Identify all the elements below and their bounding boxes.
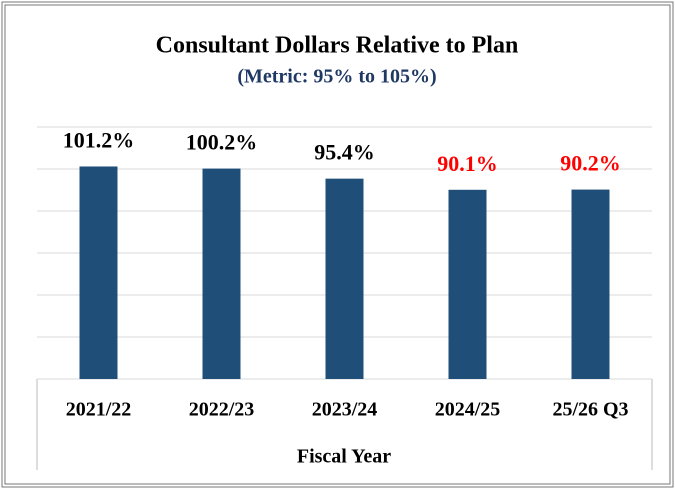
data-label: 90.1% [437, 151, 498, 176]
bar [325, 178, 364, 379]
x-tick-label: 2023/24 [312, 399, 378, 421]
bar [448, 189, 487, 379]
x-tick-label: 25/26 Q3 [552, 399, 628, 421]
bar [571, 189, 610, 379]
x-tick-label: 2022/23 [189, 399, 255, 421]
x-axis-title: Fiscal Year [297, 446, 391, 468]
inner-frame [4, 4, 671, 485]
bar [79, 166, 118, 379]
x-tick-label: 2024/25 [435, 399, 501, 421]
data-label: 101.2% [63, 128, 135, 153]
chart-title: Consultant Dollars Relative to Plan [156, 33, 519, 59]
data-label: 95.4% [314, 140, 375, 165]
data-label: 100.2% [186, 130, 258, 155]
chart-subtitle: (Metric: 95% to 105%) [237, 66, 436, 88]
bar [202, 168, 241, 379]
data-label: 90.2% [560, 151, 621, 176]
x-tick-label: 2021/22 [66, 399, 132, 421]
